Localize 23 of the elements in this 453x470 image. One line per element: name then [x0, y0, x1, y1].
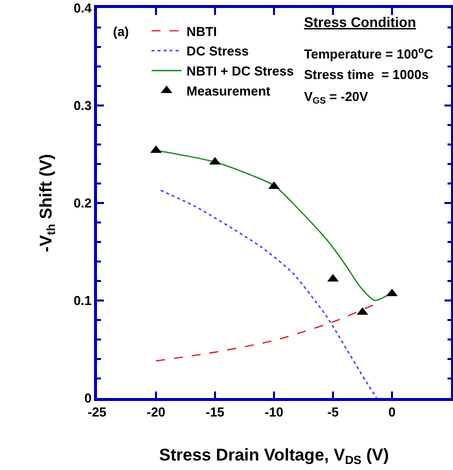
annotation: Stress Condition: [304, 14, 416, 30]
x-tick-label: 0: [388, 404, 396, 420]
y-tick-label: 0.4: [74, 0, 92, 16]
x-tick-label: -25: [88, 404, 106, 420]
x-tick-label: -10: [264, 404, 284, 420]
x-tick-label: -15: [206, 404, 224, 420]
annotation: Stress time = 1000s: [304, 67, 429, 82]
legend-label: NBTI: [186, 24, 217, 39]
annotation: Temperature = 100$^{o}$C: [304, 45, 434, 62]
line-series: [160, 190, 378, 398]
x-tick-label: -5: [327, 404, 339, 420]
legend-label: Measurement: [186, 84, 272, 99]
x-tick-label: -20: [146, 404, 166, 420]
legend-label: NBTI + DC Stress: [186, 64, 294, 79]
y-tick-label: 0.1: [74, 293, 92, 308]
y-tick-label: 0.3: [74, 98, 92, 114]
y-tick-label: 0.2: [74, 196, 92, 211]
y-tick-label: 0: [84, 390, 92, 406]
line-series: [155, 300, 382, 362]
legend-label: DC Stress: [186, 44, 249, 59]
annotation: V$_{GS}$ = -20V: [304, 89, 368, 106]
x-axis-title: Stress Drain Voltage, V$_{DS}$ (V): [159, 446, 389, 468]
annotation: (a): [113, 24, 129, 39]
